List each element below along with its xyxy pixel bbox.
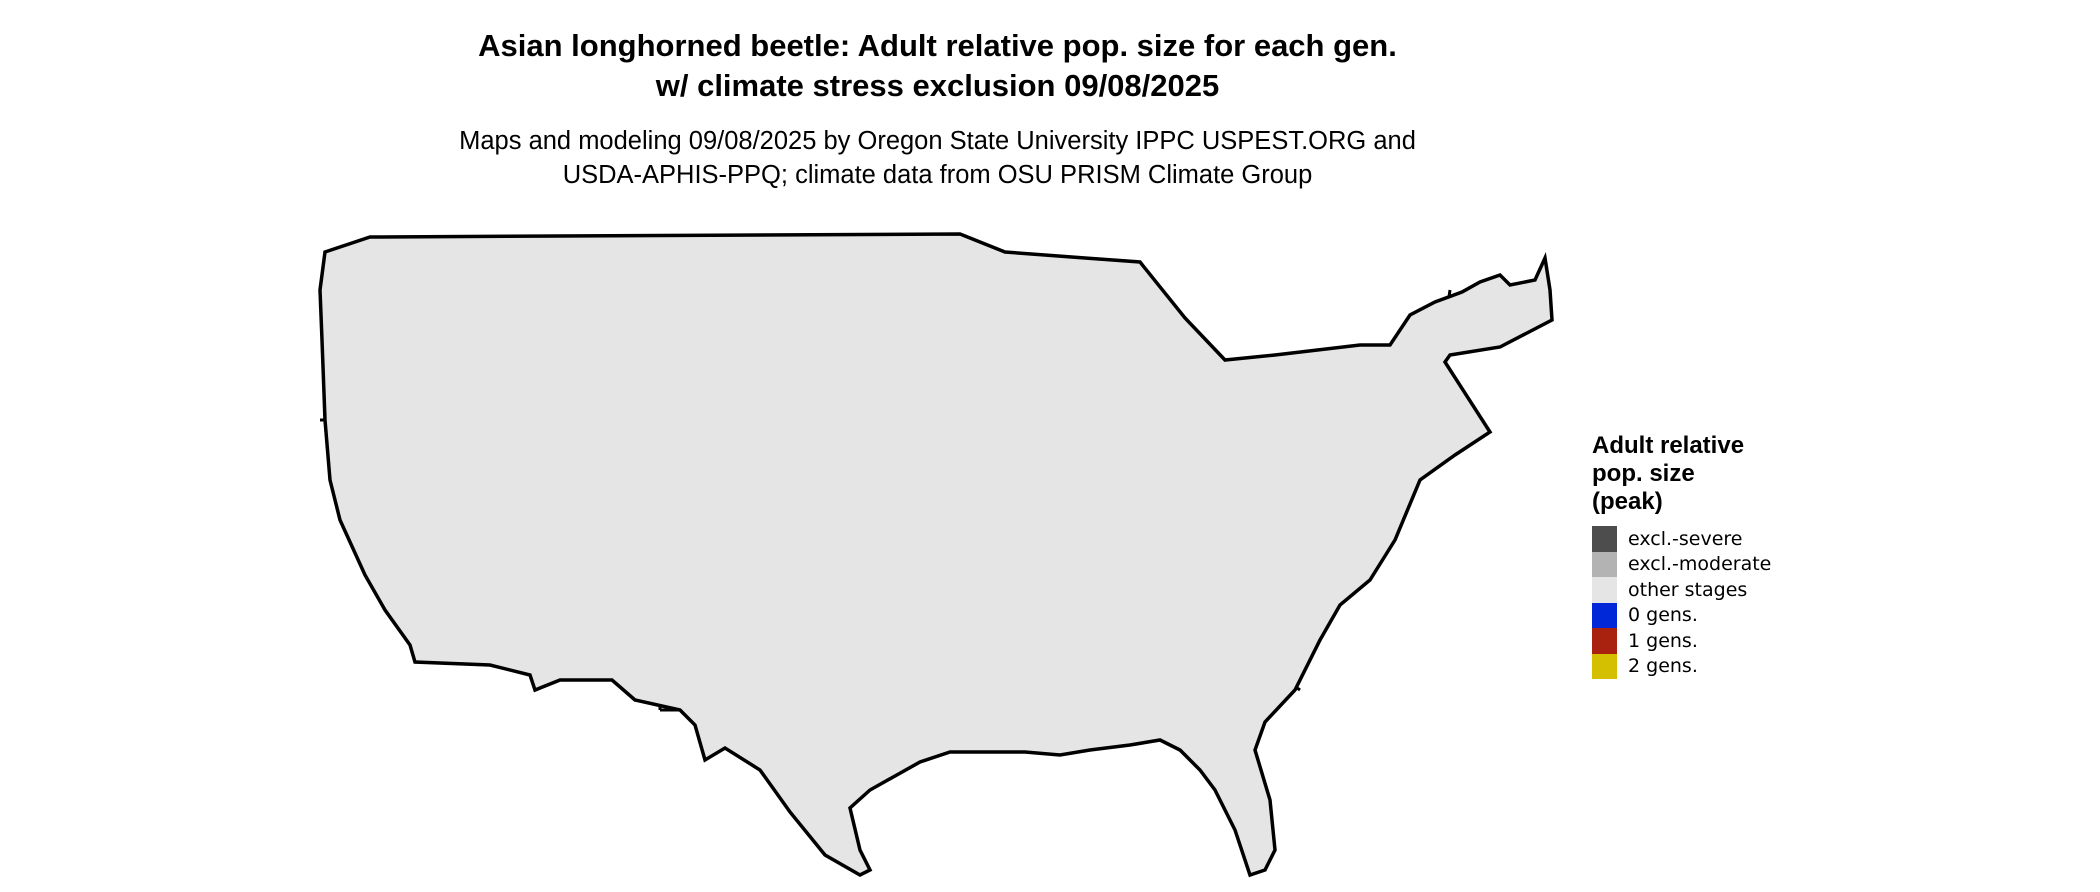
legend-title-line-3: (peak) bbox=[1592, 488, 1663, 515]
legend-swatch bbox=[1592, 628, 1617, 654]
legend-swatch bbox=[1592, 653, 1617, 679]
legend-label: other stages bbox=[1628, 578, 1748, 601]
map-subtitle-line-1: Maps and modeling 09/08/2025 by Oregon S… bbox=[459, 127, 1416, 155]
legend-item: 1 gens. bbox=[1592, 628, 1771, 654]
legend-item: other stages bbox=[1592, 577, 1771, 603]
legend-item: excl.-severe bbox=[1592, 526, 1771, 552]
map-subtitle: Maps and modeling 09/08/2025 by Oregon S… bbox=[0, 124, 1875, 192]
map-subtitle-line-2: USDA-APHIS-PPQ; climate data from OSU PR… bbox=[562, 161, 1313, 189]
legend-swatch bbox=[1592, 577, 1617, 603]
legend-swatch bbox=[1592, 602, 1617, 628]
legend-swatch bbox=[1592, 551, 1617, 577]
legend-label: 2 gens. bbox=[1628, 655, 1698, 678]
legend-item: excl.-moderate bbox=[1592, 551, 1772, 577]
country-outline bbox=[318, 232, 1554, 877]
legend-title-line-1: Adult relative bbox=[1592, 432, 1745, 459]
legend-label: 1 gens. bbox=[1628, 629, 1698, 652]
map-title-line-1: Asian longhorned beetle: Adult relative … bbox=[478, 28, 1397, 63]
map-title-line-2: w/ climate stress exclusion 09/08/2025 bbox=[655, 68, 1220, 103]
legend-label: 0 gens. bbox=[1628, 604, 1698, 627]
legend-item: 0 gens. bbox=[1592, 602, 1771, 628]
legend-title-line-2: pop. size bbox=[1592, 460, 1695, 487]
legend-label: excl.-moderate bbox=[1628, 553, 1772, 576]
legend-label: excl.-severe bbox=[1628, 527, 1743, 550]
map-title: Asian longhorned beetle: Adult relative … bbox=[0, 26, 1875, 106]
legend-title: Adult relative pop. size (peak) bbox=[1592, 432, 1771, 516]
legend-item: 2 gens. bbox=[1592, 653, 1771, 679]
legend: Adult relative pop. size (peak) excl.-se… bbox=[1592, 432, 1771, 679]
legend-swatch bbox=[1592, 526, 1617, 552]
legend-items: excl.-severe excl.-moderate other stages… bbox=[1592, 526, 1771, 679]
